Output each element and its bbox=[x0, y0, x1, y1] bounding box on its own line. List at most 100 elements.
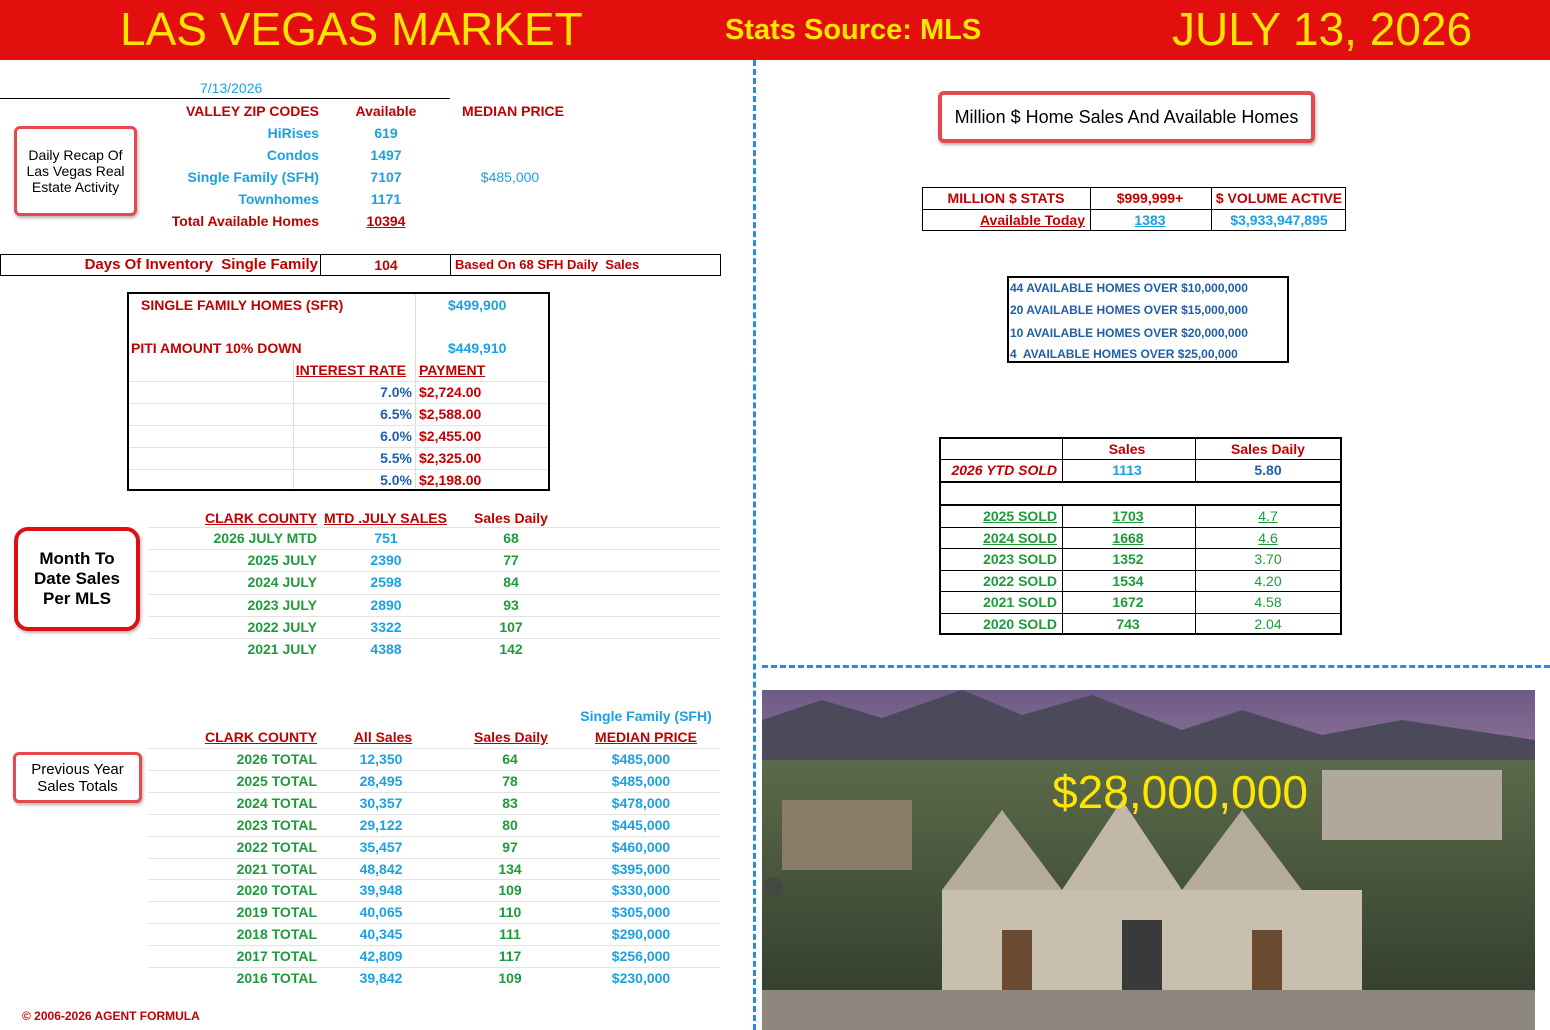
row-label: Townhomes bbox=[238, 191, 319, 207]
column-header: $ VOLUME ACTIVE bbox=[1215, 190, 1343, 206]
callout: Previous Year Sales Totals bbox=[13, 752, 142, 803]
column-header: Available bbox=[355, 103, 417, 119]
daily: 5.80 bbox=[1254, 462, 1282, 478]
daily: 83 bbox=[502, 794, 518, 811]
row-label: 2023 TOTAL bbox=[236, 816, 317, 833]
all-sales: 12,350 bbox=[359, 751, 403, 767]
daily: 4.20 bbox=[1254, 572, 1282, 589]
payment: $2,455.00 bbox=[419, 428, 482, 444]
payment: $2,325.00 bbox=[419, 450, 482, 466]
grid-line bbox=[148, 879, 720, 881]
row-label: 2024 SOLD bbox=[983, 529, 1057, 546]
daily: 107 bbox=[499, 618, 523, 635]
sales: 1703 bbox=[1112, 508, 1144, 524]
median-price: $460,000 bbox=[611, 838, 671, 855]
available: 7107 bbox=[370, 169, 402, 185]
daily: 80 bbox=[502, 816, 518, 833]
sales: 4388 bbox=[370, 641, 402, 657]
row-label: 2023 JULY bbox=[247, 596, 317, 613]
row-label: 2019 TOTAL bbox=[236, 904, 317, 921]
grid-line bbox=[148, 835, 720, 837]
row-label: 2020 TOTAL bbox=[236, 882, 317, 899]
payment: $2,724.00 bbox=[419, 384, 482, 400]
grid-line bbox=[129, 425, 548, 426]
rule bbox=[1062, 437, 1063, 481]
piti-box bbox=[127, 292, 550, 491]
note: Single Family (SFH) bbox=[580, 708, 712, 724]
daily: 68 bbox=[503, 530, 519, 546]
sales: 2390 bbox=[370, 552, 402, 569]
date: 7/13/2026 bbox=[200, 80, 263, 96]
rule bbox=[1090, 187, 1091, 231]
rule bbox=[939, 504, 1342, 506]
all-sales: 40,345 bbox=[359, 926, 403, 943]
rule bbox=[450, 254, 451, 276]
rate: 6.0% bbox=[380, 428, 412, 444]
row-label: 2022 TOTAL bbox=[236, 838, 317, 855]
sales: 743 bbox=[1116, 616, 1140, 632]
all-sales: 39,948 bbox=[359, 882, 403, 899]
row-label: 2025 JULY bbox=[247, 552, 317, 569]
row-label: 2026 JULY MTD bbox=[213, 530, 318, 546]
daily: 111 bbox=[499, 926, 521, 943]
column-header: CLARK COUNTY bbox=[205, 510, 317, 526]
callout: Month To Date Sales Per MLS bbox=[14, 527, 140, 631]
row-label: Total Available Homes bbox=[171, 213, 319, 229]
rule bbox=[939, 548, 1342, 550]
all-sales: 42,809 bbox=[359, 948, 403, 965]
daily: 142 bbox=[499, 641, 523, 657]
source: Stats Source: MLS bbox=[725, 14, 982, 46]
header-bar: LAS VEGAS MARKET Stats Source: MLS JULY … bbox=[0, 0, 1550, 60]
price-overlay: $28,000,000 bbox=[1052, 766, 1308, 818]
inventory-box bbox=[0, 254, 721, 276]
daily: 4.6 bbox=[1258, 529, 1278, 546]
all-sales: 39,842 bbox=[359, 970, 403, 986]
days: 104 bbox=[374, 257, 398, 273]
label: SINGLE FAMILY HOMES (SFR) bbox=[141, 297, 344, 313]
daily: 93 bbox=[503, 596, 519, 613]
grid-line bbox=[148, 615, 720, 617]
all-sales: 40,065 bbox=[359, 904, 403, 921]
column-header: MEDIAN PRICE bbox=[595, 729, 697, 745]
all-sales: 28,495 bbox=[359, 772, 403, 789]
count: 1383 bbox=[1134, 212, 1166, 228]
column-header: MILLION $ STATS bbox=[947, 190, 1065, 206]
row-label: 2021 JULY bbox=[247, 641, 317, 657]
grid-line bbox=[129, 447, 548, 448]
sales: 1113 bbox=[1112, 462, 1142, 478]
available: 1171 bbox=[370, 191, 402, 207]
daily: 2.04 bbox=[1254, 616, 1282, 632]
grid-line bbox=[148, 549, 720, 551]
column-header: VALLEY ZIP CODES bbox=[185, 103, 319, 119]
rule bbox=[939, 569, 1342, 571]
row-label: 2024 JULY bbox=[247, 574, 317, 591]
grid-line bbox=[148, 901, 720, 903]
rule bbox=[939, 591, 1342, 593]
grid-line bbox=[148, 769, 720, 771]
row-label: 2026 YTD SOLD bbox=[951, 462, 1057, 478]
rule bbox=[415, 294, 416, 489]
rule bbox=[1195, 437, 1196, 481]
sales: 3322 bbox=[370, 618, 402, 635]
row-label: 2022 SOLD bbox=[983, 572, 1057, 589]
daily: 3.70 bbox=[1254, 551, 1282, 568]
note: Based On 68 SFH Daily Sales bbox=[455, 257, 640, 272]
payment: $2,198.00 bbox=[419, 472, 482, 488]
rule bbox=[1211, 187, 1212, 231]
daily: 78 bbox=[502, 772, 518, 789]
column-header: MEDIAN PRICE bbox=[462, 103, 564, 119]
rule bbox=[1195, 504, 1196, 635]
all-sales: 29,122 bbox=[359, 816, 403, 833]
row-label: 2016 TOTAL bbox=[236, 970, 317, 986]
daily: 117 bbox=[498, 948, 522, 965]
daily: 4.7 bbox=[1258, 508, 1278, 524]
rate: 7.0% bbox=[380, 384, 412, 400]
sales: 2598 bbox=[370, 574, 402, 591]
sales: 2890 bbox=[370, 596, 402, 613]
median-price: $230,000 bbox=[611, 970, 671, 986]
column-header: Sales Daily bbox=[1231, 441, 1305, 457]
row-label: 2017 TOTAL bbox=[236, 948, 317, 965]
grid-line bbox=[129, 469, 548, 470]
sales: 1668 bbox=[1112, 529, 1144, 546]
median-price: $485,000 bbox=[480, 169, 540, 185]
